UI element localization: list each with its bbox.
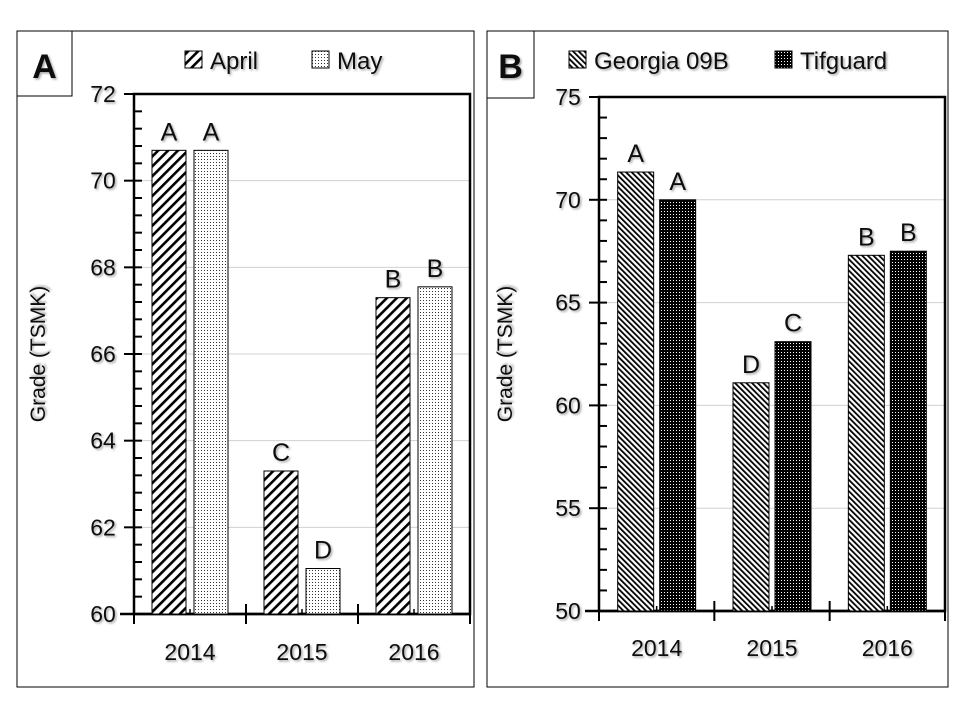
legend-swatch-april bbox=[184, 50, 203, 69]
x-tick-label: 2014 bbox=[631, 635, 682, 661]
y-tick-label: 62 bbox=[90, 514, 116, 540]
bar-georgia-09b-2015 bbox=[732, 382, 770, 612]
y-tick-label: 66 bbox=[90, 341, 116, 367]
y-axis-label: Grade (TSMK) bbox=[27, 286, 50, 423]
bar-april-2016 bbox=[375, 297, 411, 615]
y-tick-label: 60 bbox=[90, 601, 116, 627]
panel-label-box bbox=[16, 30, 73, 97]
bar-tifguard-2015 bbox=[774, 341, 812, 612]
y-tick-label: 55 bbox=[555, 495, 581, 521]
y-tick-label: 68 bbox=[90, 254, 116, 280]
significance-letter: D bbox=[742, 351, 760, 379]
y-tick-label: 64 bbox=[90, 428, 116, 454]
chart-panel-b: B 50 55 60 65 70 75 Grade (TSMK) 2014 AA 2015 DC 201… bbox=[486, 30, 949, 688]
significance-letter: C bbox=[784, 310, 802, 338]
y-tick-label: 70 bbox=[555, 187, 581, 213]
bar-may-2015 bbox=[305, 568, 341, 615]
x-tick-label: 2014 bbox=[164, 639, 215, 665]
legend-label: May bbox=[337, 48, 382, 75]
legend-label: Tifguard bbox=[800, 48, 887, 75]
legend-label: April bbox=[210, 48, 258, 75]
bar-georgia-09b-2016 bbox=[847, 254, 885, 612]
bar-april-2015 bbox=[263, 470, 299, 615]
significance-letter: A bbox=[203, 118, 220, 146]
significance-letter: A bbox=[627, 140, 644, 168]
y-axis-label: Grade (TSMK) bbox=[494, 286, 517, 423]
significance-letter: A bbox=[161, 118, 178, 146]
bar-may-2014 bbox=[193, 149, 229, 615]
significance-letter: A bbox=[669, 168, 686, 196]
bar-april-2014 bbox=[151, 149, 187, 615]
legend-swatch-may bbox=[311, 50, 330, 69]
significance-letter: B bbox=[427, 255, 444, 283]
significance-letter: C bbox=[272, 439, 290, 467]
bar-georgia-09b-2014 bbox=[617, 171, 655, 612]
significance-letter: B bbox=[900, 219, 917, 247]
legend-swatch-tifguard bbox=[774, 50, 793, 69]
y-tick-label: 72 bbox=[90, 81, 116, 107]
significance-letter: B bbox=[858, 223, 875, 251]
y-tick-label: 50 bbox=[555, 598, 581, 624]
bar-tifguard-2014 bbox=[659, 199, 697, 612]
bar-tifguard-2016 bbox=[889, 250, 927, 612]
x-tick-label: 2016 bbox=[862, 635, 913, 661]
y-tick-label: 70 bbox=[90, 168, 116, 194]
panel-label: A bbox=[32, 48, 57, 86]
legend-label: Georgia 09B bbox=[594, 48, 729, 75]
x-tick-label: 2015 bbox=[746, 635, 797, 661]
panel-label: B bbox=[498, 48, 523, 86]
significance-letter: D bbox=[314, 537, 332, 565]
y-tick-label: 75 bbox=[555, 84, 581, 110]
significance-letter: B bbox=[385, 266, 402, 294]
panel-label-box bbox=[486, 30, 535, 99]
bar-may-2016 bbox=[417, 286, 453, 615]
y-tick-label: 65 bbox=[555, 290, 581, 316]
x-tick-label: 2016 bbox=[388, 639, 439, 665]
legend-swatch-georgia-09b bbox=[568, 50, 587, 69]
y-tick-label: 60 bbox=[555, 392, 581, 418]
x-tick-label: 2015 bbox=[276, 639, 327, 665]
